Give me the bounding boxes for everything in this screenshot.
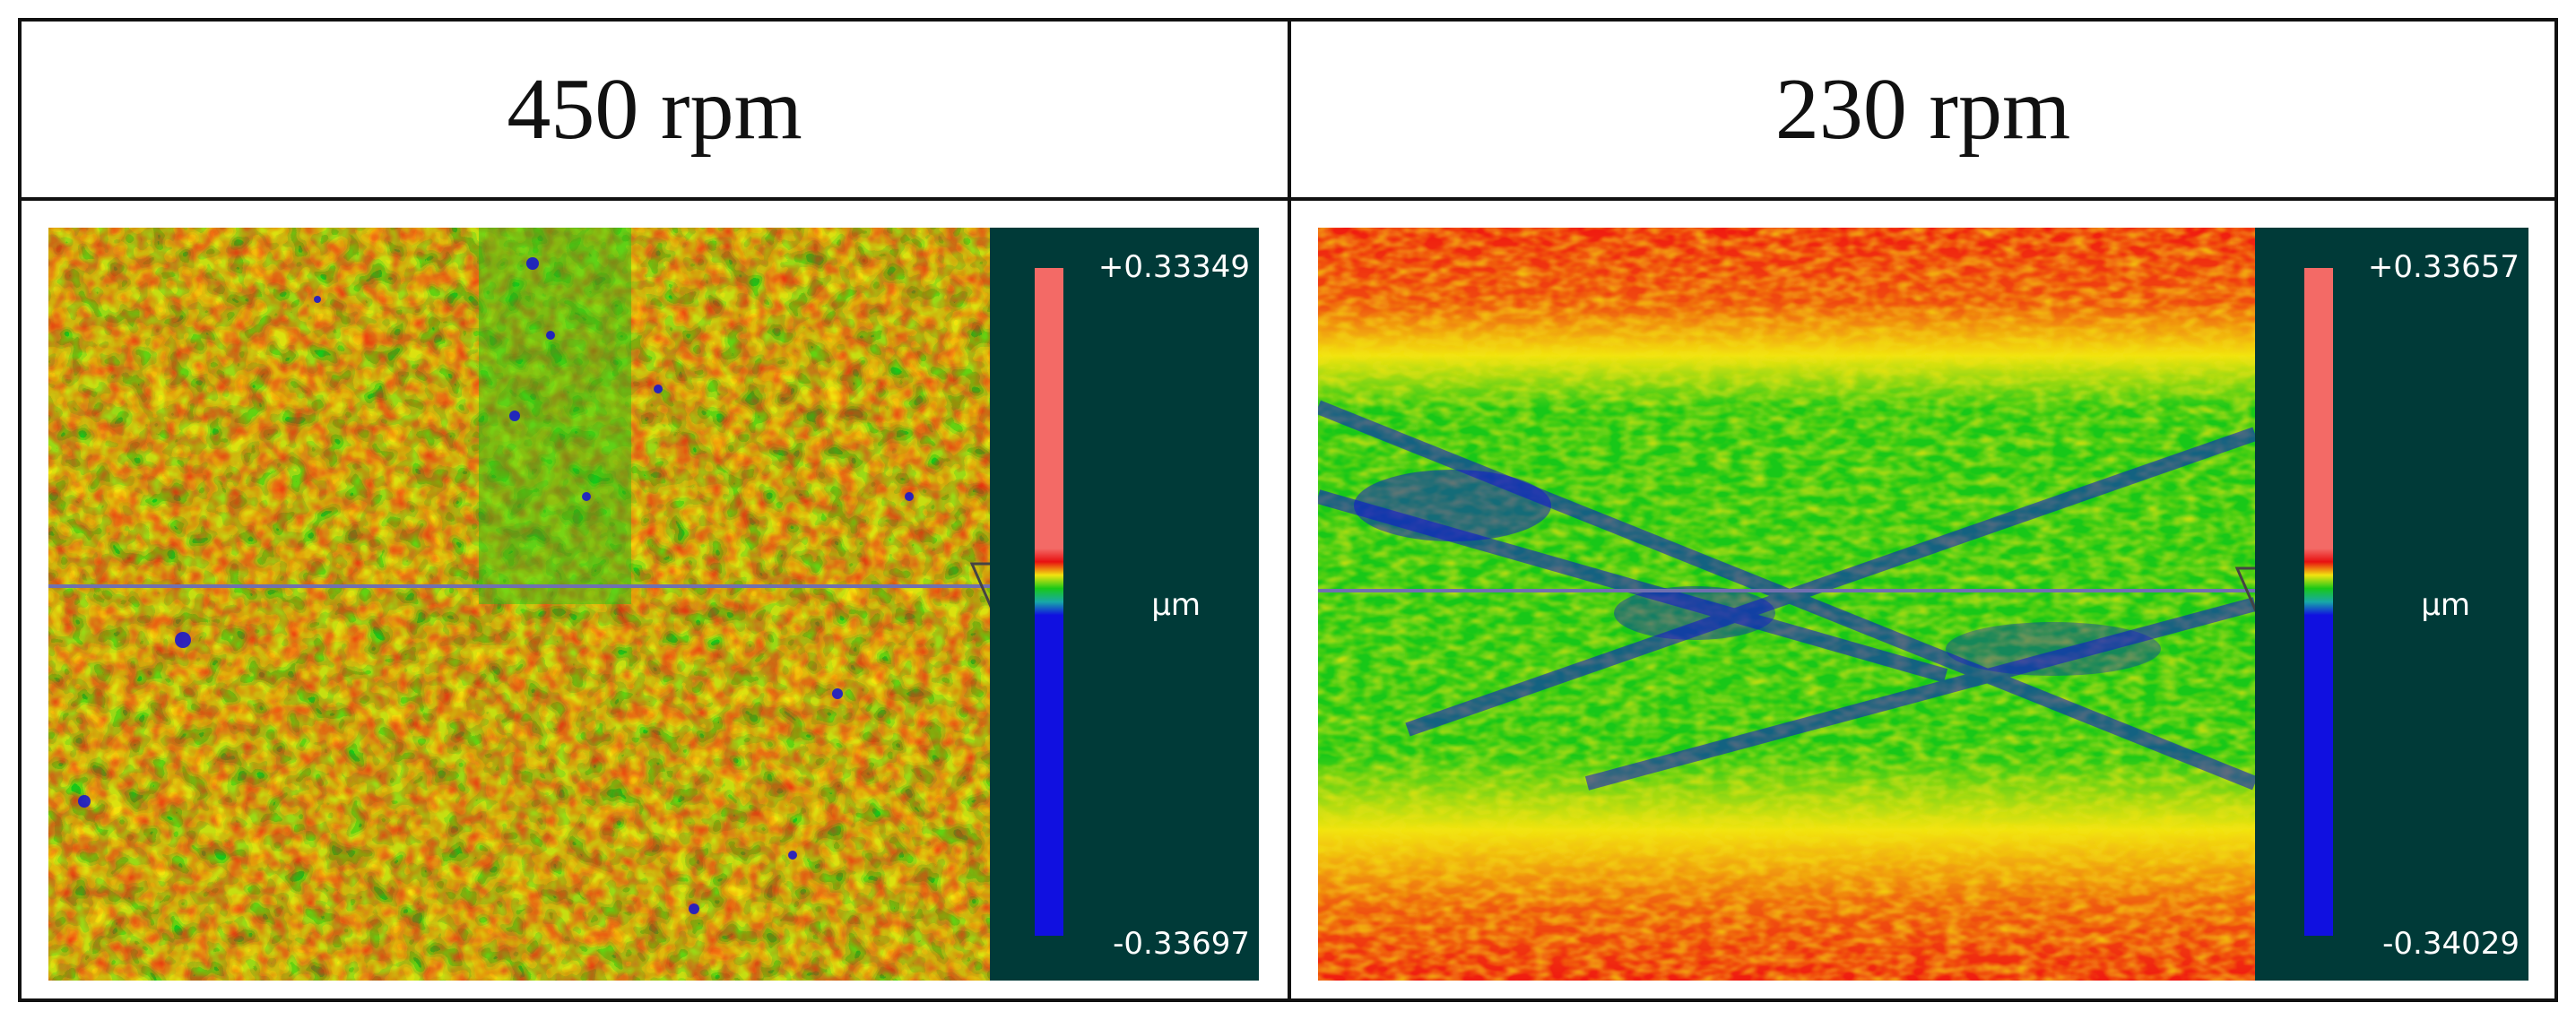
scale-max-left: +0.33349 (1098, 249, 1250, 285)
header-cell-right: 230 rpm (1291, 22, 2554, 201)
header-450rpm: 450 rpm (507, 61, 802, 158)
comparison-table: 450 rpm 230 rpm (18, 18, 2558, 1002)
scale-min-right: -0.34029 (2382, 926, 2520, 962)
surface-map-panel-left: +0.33349 µm -0.33697 (48, 228, 1259, 981)
colorbar-panel-right (2255, 228, 2528, 981)
surface-map-right-svg: +0.33657 µm -0.34029 (1318, 228, 2528, 981)
colorbar-panel-left (990, 228, 1259, 981)
scale-unit-right: µm (2421, 587, 2470, 623)
colorbar-left (1035, 268, 1063, 936)
scale-max-right: +0.33657 (2368, 249, 2520, 285)
surface-map-left (48, 228, 990, 981)
surface-map-left-svg: +0.33349 µm -0.33697 (48, 228, 1259, 981)
surface-map-right (1318, 228, 2255, 981)
header-cell-left: 450 rpm (22, 22, 1291, 201)
image-cell-left: +0.33349 µm -0.33697 (22, 201, 1291, 998)
scale-min-left: -0.33697 (1113, 926, 1250, 962)
header-230rpm: 230 rpm (1774, 61, 2071, 158)
colorbar-right (2304, 268, 2333, 936)
image-cell-right: +0.33657 µm -0.34029 (1291, 201, 2554, 998)
scale-unit-left: µm (1151, 587, 1201, 623)
surface-map-panel-right: +0.33657 µm -0.34029 (1318, 228, 2528, 981)
